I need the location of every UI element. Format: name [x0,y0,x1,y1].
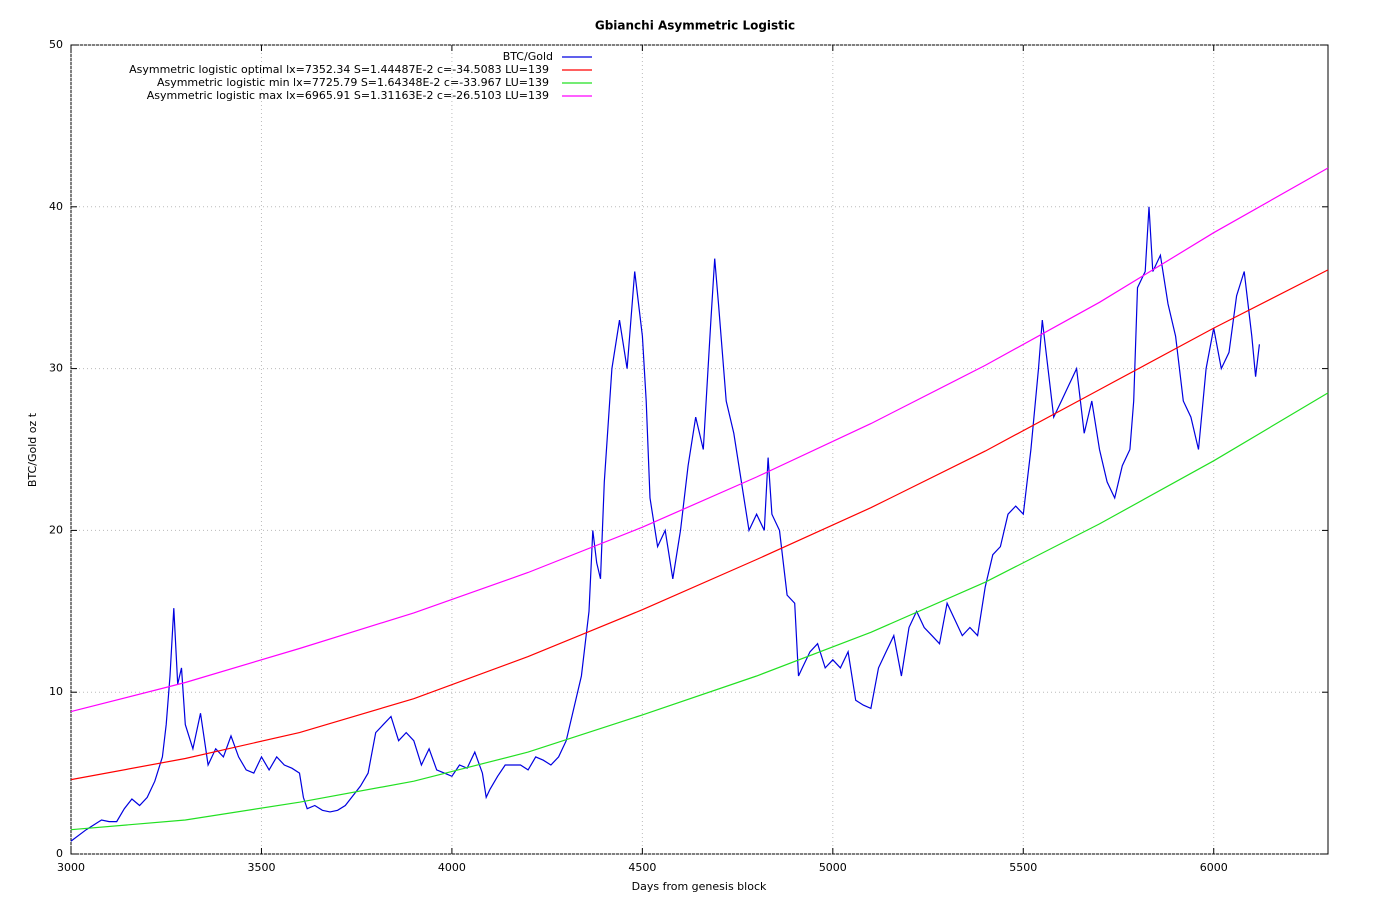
data-line [70,167,1329,713]
x-tick-label: 5000 [819,861,847,874]
legend-label: BTC/Gold [503,50,553,63]
plot-frame [70,44,1329,855]
y-tick-label: 40 [49,200,63,213]
legend-label: Asymmetric logistic max lx=6965.91 S=1.3… [147,89,549,102]
x-tick-label: 5500 [1009,861,1037,874]
x-tick-label: 3000 [57,861,85,874]
y-tick-label: 30 [49,362,63,375]
y-axis-label: BTC/Gold oz t [26,412,39,487]
data-line [70,269,1329,781]
x-tick-label: 3500 [247,861,275,874]
data-line [70,206,1260,842]
y-tick-label: 20 [49,523,63,536]
legend-label: Asymmetric logistic min lx=7725.79 S=1.6… [157,76,549,89]
y-tick-label: 0 [56,847,63,860]
x-tick-label: 6000 [1200,861,1228,874]
x-tick-label: 4500 [628,861,656,874]
legend-label: Asymmetric logistic optimal lx=7352.34 S… [129,63,549,76]
chart-title: Gbianchi Asymmetric Logistic [595,19,795,33]
x-tick-label: 4000 [438,861,466,874]
x-axis-label: Days from genesis block [632,880,767,893]
y-tick-label: 50 [49,38,63,51]
data-line [70,392,1329,831]
y-tick-label: 10 [49,685,63,698]
